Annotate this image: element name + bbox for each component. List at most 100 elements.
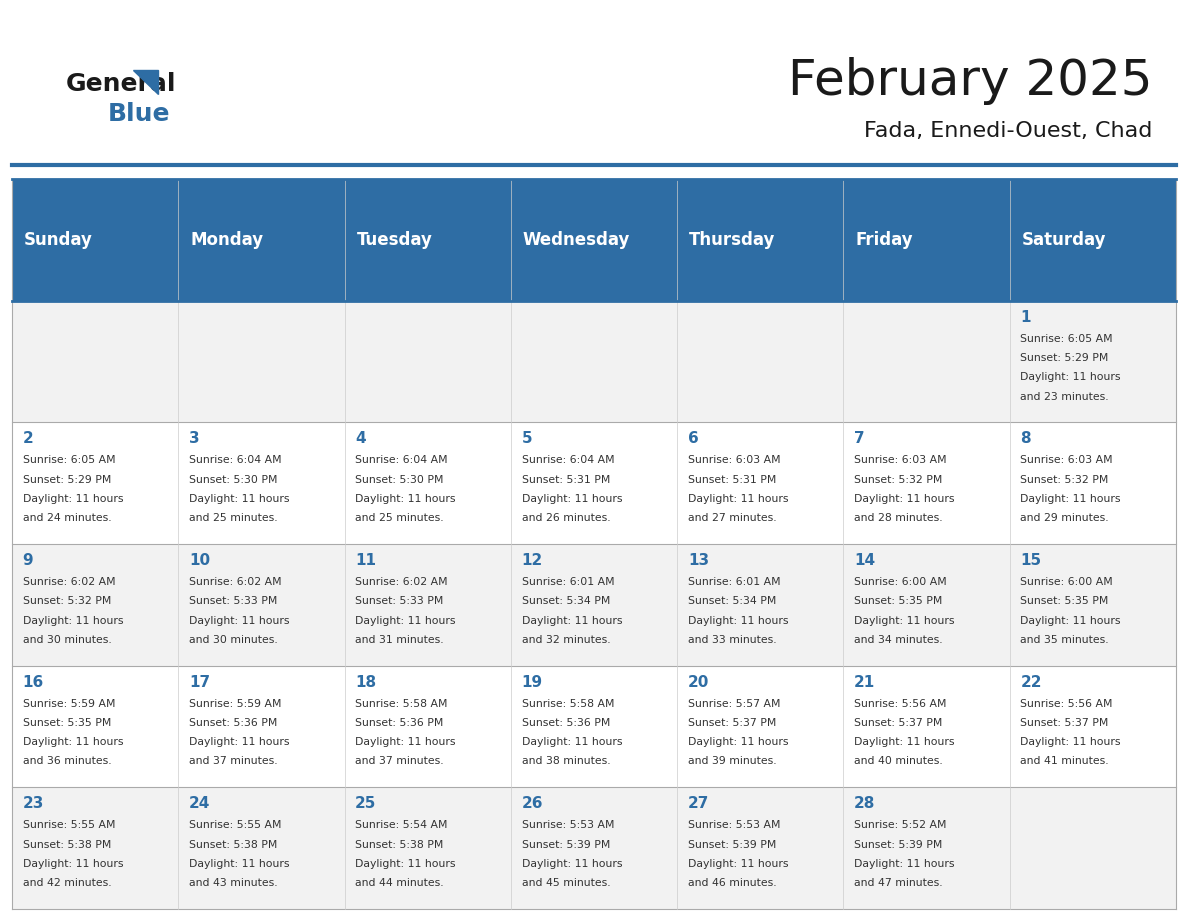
Text: Daylight: 11 hours: Daylight: 11 hours — [189, 494, 290, 504]
Text: Sunrise: 6:03 AM: Sunrise: 6:03 AM — [1020, 455, 1113, 465]
Text: Sunset: 5:30 PM: Sunset: 5:30 PM — [189, 475, 277, 485]
Text: 12: 12 — [522, 553, 543, 568]
Text: Blue: Blue — [108, 102, 171, 126]
Text: Sunrise: 5:56 AM: Sunrise: 5:56 AM — [854, 699, 947, 709]
Text: Sunset: 5:38 PM: Sunset: 5:38 PM — [189, 839, 277, 849]
Bar — [12, 543, 1176, 666]
Text: Daylight: 11 hours: Daylight: 11 hours — [854, 737, 955, 747]
Text: Tuesday: Tuesday — [356, 230, 432, 249]
Text: Daylight: 11 hours: Daylight: 11 hours — [189, 615, 290, 625]
Text: Sunset: 5:39 PM: Sunset: 5:39 PM — [522, 839, 609, 849]
Text: Sunrise: 5:54 AM: Sunrise: 5:54 AM — [355, 821, 448, 830]
Text: 4: 4 — [355, 431, 366, 446]
Text: Sunset: 5:34 PM: Sunset: 5:34 PM — [688, 597, 776, 606]
Text: 6: 6 — [688, 431, 699, 446]
Text: 15: 15 — [1020, 553, 1042, 568]
Text: Daylight: 11 hours: Daylight: 11 hours — [1020, 373, 1121, 382]
Text: and 34 minutes.: and 34 minutes. — [854, 634, 943, 644]
Text: 27: 27 — [688, 796, 709, 812]
Text: Daylight: 11 hours: Daylight: 11 hours — [1020, 615, 1121, 625]
Text: Saturday: Saturday — [1022, 230, 1106, 249]
Text: and 43 minutes.: and 43 minutes. — [189, 878, 278, 888]
Text: 20: 20 — [688, 675, 709, 689]
Text: and 27 minutes.: and 27 minutes. — [688, 513, 777, 523]
Text: and 33 minutes.: and 33 minutes. — [688, 634, 777, 644]
Text: 16: 16 — [23, 675, 44, 689]
Text: Daylight: 11 hours: Daylight: 11 hours — [355, 615, 456, 625]
Text: Sunset: 5:37 PM: Sunset: 5:37 PM — [854, 718, 942, 728]
Bar — [12, 300, 1176, 422]
Text: Daylight: 11 hours: Daylight: 11 hours — [688, 737, 789, 747]
Text: Sunrise: 6:04 AM: Sunrise: 6:04 AM — [355, 455, 448, 465]
Text: and 37 minutes.: and 37 minutes. — [355, 756, 444, 767]
Text: and 28 minutes.: and 28 minutes. — [854, 513, 943, 523]
Text: Sunset: 5:36 PM: Sunset: 5:36 PM — [522, 718, 609, 728]
Text: 23: 23 — [23, 796, 44, 812]
Text: February 2025: February 2025 — [788, 57, 1152, 105]
Text: Sunset: 5:32 PM: Sunset: 5:32 PM — [854, 475, 942, 485]
Text: Daylight: 11 hours: Daylight: 11 hours — [522, 858, 623, 868]
Text: Daylight: 11 hours: Daylight: 11 hours — [23, 737, 124, 747]
Text: and 47 minutes.: and 47 minutes. — [854, 878, 943, 888]
Text: 26: 26 — [522, 796, 543, 812]
Text: Daylight: 11 hours: Daylight: 11 hours — [688, 858, 789, 868]
Text: 21: 21 — [854, 675, 876, 689]
Text: Sunrise: 6:03 AM: Sunrise: 6:03 AM — [688, 455, 781, 465]
Text: Sunset: 5:30 PM: Sunset: 5:30 PM — [355, 475, 443, 485]
Text: Daylight: 11 hours: Daylight: 11 hours — [355, 494, 456, 504]
Text: Daylight: 11 hours: Daylight: 11 hours — [355, 858, 456, 868]
Text: 28: 28 — [854, 796, 876, 812]
Text: and 30 minutes.: and 30 minutes. — [23, 634, 112, 644]
Text: Sunset: 5:31 PM: Sunset: 5:31 PM — [522, 475, 609, 485]
Text: 19: 19 — [522, 675, 543, 689]
Text: Sunset: 5:31 PM: Sunset: 5:31 PM — [688, 475, 776, 485]
Text: and 36 minutes.: and 36 minutes. — [23, 756, 112, 767]
Text: Daylight: 11 hours: Daylight: 11 hours — [522, 494, 623, 504]
Text: Daylight: 11 hours: Daylight: 11 hours — [1020, 737, 1121, 747]
Text: and 25 minutes.: and 25 minutes. — [189, 513, 278, 523]
Text: Daylight: 11 hours: Daylight: 11 hours — [854, 615, 955, 625]
Text: Sunrise: 6:01 AM: Sunrise: 6:01 AM — [522, 577, 614, 587]
Text: Sunset: 5:38 PM: Sunset: 5:38 PM — [23, 839, 110, 849]
Text: Friday: Friday — [855, 230, 914, 249]
Text: Sunset: 5:39 PM: Sunset: 5:39 PM — [688, 839, 776, 849]
Text: Sunrise: 6:04 AM: Sunrise: 6:04 AM — [522, 455, 614, 465]
Text: 14: 14 — [854, 553, 876, 568]
Text: Sunrise: 6:01 AM: Sunrise: 6:01 AM — [688, 577, 781, 587]
Text: Sunset: 5:37 PM: Sunset: 5:37 PM — [1020, 718, 1108, 728]
Text: and 29 minutes.: and 29 minutes. — [1020, 513, 1110, 523]
Text: Daylight: 11 hours: Daylight: 11 hours — [522, 615, 623, 625]
Text: Sunrise: 6:02 AM: Sunrise: 6:02 AM — [355, 577, 448, 587]
Text: Daylight: 11 hours: Daylight: 11 hours — [522, 737, 623, 747]
Text: and 26 minutes.: and 26 minutes. — [522, 513, 611, 523]
Text: Sunrise: 6:03 AM: Sunrise: 6:03 AM — [854, 455, 947, 465]
Text: 11: 11 — [355, 553, 377, 568]
Text: and 40 minutes.: and 40 minutes. — [854, 756, 943, 767]
Text: 25: 25 — [355, 796, 377, 812]
Text: and 41 minutes.: and 41 minutes. — [1020, 756, 1110, 767]
Text: Sunrise: 6:00 AM: Sunrise: 6:00 AM — [854, 577, 947, 587]
Text: and 45 minutes.: and 45 minutes. — [522, 878, 611, 888]
Text: Sunrise: 5:57 AM: Sunrise: 5:57 AM — [688, 699, 781, 709]
Text: Sunrise: 5:58 AM: Sunrise: 5:58 AM — [522, 699, 614, 709]
Text: 22: 22 — [1020, 675, 1042, 689]
Text: and 35 minutes.: and 35 minutes. — [1020, 634, 1110, 644]
Text: and 31 minutes.: and 31 minutes. — [355, 634, 444, 644]
Text: Daylight: 11 hours: Daylight: 11 hours — [688, 494, 789, 504]
Text: and 23 minutes.: and 23 minutes. — [1020, 391, 1110, 401]
Text: Sunrise: 6:04 AM: Sunrise: 6:04 AM — [189, 455, 282, 465]
Text: Monday: Monday — [190, 230, 264, 249]
Text: 13: 13 — [688, 553, 709, 568]
Text: Sunrise: 5:53 AM: Sunrise: 5:53 AM — [522, 821, 614, 830]
Text: 7: 7 — [854, 431, 865, 446]
Text: Sunrise: 5:58 AM: Sunrise: 5:58 AM — [355, 699, 448, 709]
Text: Sunrise: 6:02 AM: Sunrise: 6:02 AM — [189, 577, 282, 587]
Text: Sunrise: 5:59 AM: Sunrise: 5:59 AM — [23, 699, 115, 709]
Text: Sunset: 5:33 PM: Sunset: 5:33 PM — [189, 597, 277, 606]
Text: and 38 minutes.: and 38 minutes. — [522, 756, 611, 767]
Text: Sunset: 5:35 PM: Sunset: 5:35 PM — [23, 718, 110, 728]
Text: and 42 minutes.: and 42 minutes. — [23, 878, 112, 888]
Text: and 30 minutes.: and 30 minutes. — [189, 634, 278, 644]
Text: Sunrise: 6:05 AM: Sunrise: 6:05 AM — [23, 455, 115, 465]
Text: and 39 minutes.: and 39 minutes. — [688, 756, 777, 767]
